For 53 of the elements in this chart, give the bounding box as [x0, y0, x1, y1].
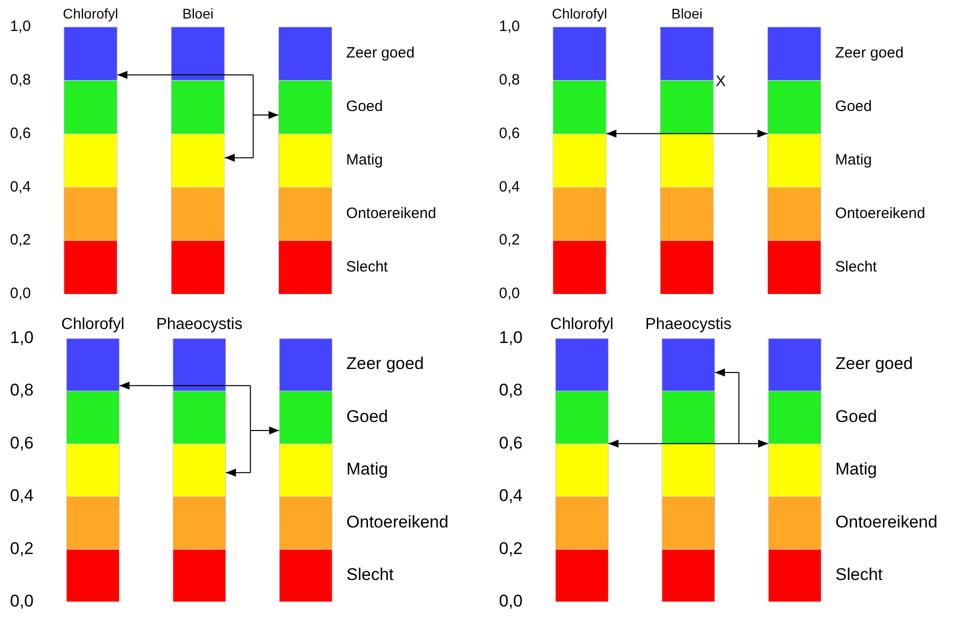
x-tick-label: Chlorofyl	[62, 5, 118, 22]
series-label: Goed	[346, 98, 383, 116]
series-label: Goed	[346, 406, 388, 426]
y-tick-label: 0,6	[498, 433, 523, 452]
series-label: Slecht	[346, 258, 389, 276]
y-tick-label: 1,0	[498, 18, 520, 35]
y-tick-label: 0,8	[10, 71, 31, 88]
series-label: Slecht	[346, 565, 394, 584]
series-label: Matig	[346, 152, 383, 169]
series-label: Matig	[835, 152, 872, 169]
series-label: Matig	[835, 460, 877, 479]
y-tick-label: 0,8	[498, 380, 523, 400]
series-label: Ontoereikend	[346, 512, 448, 532]
x-tick-label: Chlorofyl	[552, 5, 608, 22]
y-tick-label: 0,0	[10, 285, 31, 302]
y-tick-label: 1,0	[498, 328, 523, 347]
series-label: Zeer goed	[346, 354, 424, 374]
series-label: Slecht	[835, 258, 878, 276]
y-tick-label: 0,4	[10, 486, 34, 506]
x-tick-label: Chlorofyl	[550, 316, 614, 334]
y-tick-label: 0,6	[10, 124, 31, 142]
y-tick-label: 1,0	[10, 18, 31, 35]
y-tick-label: 0,8	[10, 380, 34, 400]
x-tick-label: Chlorofyl	[61, 316, 124, 334]
y-tick-label: 0,2	[10, 538, 34, 558]
series-label: Zeer goed	[835, 354, 913, 374]
x-tick-label: Phaeocystis	[156, 316, 242, 334]
y-tick-label: 1,0	[10, 328, 34, 347]
y-tick-label: 0,4	[498, 486, 523, 506]
series-label: Goed	[835, 406, 877, 426]
series-label: Ontoereikend	[835, 512, 938, 532]
y-tick-label: 0,2	[498, 538, 523, 558]
series-label: Matig	[346, 460, 388, 479]
x-tick-label: Phaeocystis	[645, 316, 732, 334]
y-tick-label: 0,4	[10, 178, 31, 196]
y-tick-label: 0,0	[10, 591, 34, 610]
y-tick-label: 0,6	[498, 124, 520, 142]
x-tick-label: Bloei	[182, 5, 214, 22]
y-tick-label: 0,8	[498, 71, 520, 88]
series-label: Ontoereikend	[835, 204, 926, 222]
series-label: Ontoereikend	[346, 204, 436, 222]
y-tick-label: 0,2	[498, 232, 520, 249]
series-label: Zeer goed	[346, 44, 415, 62]
y-tick-label: 0,0	[498, 591, 523, 610]
y-tick-label: 0,4	[498, 178, 520, 196]
series-label: Goed	[835, 98, 872, 116]
series-label: Zeer goed	[835, 44, 904, 62]
y-tick-label: 0,2	[10, 232, 31, 249]
y-tick-label: 0,0	[498, 285, 520, 302]
x-tick-label: Bloei	[671, 5, 702, 22]
annotation: X	[716, 72, 726, 90]
y-tick-label: 0,6	[10, 433, 34, 452]
series-label: Slecht	[835, 565, 883, 584]
